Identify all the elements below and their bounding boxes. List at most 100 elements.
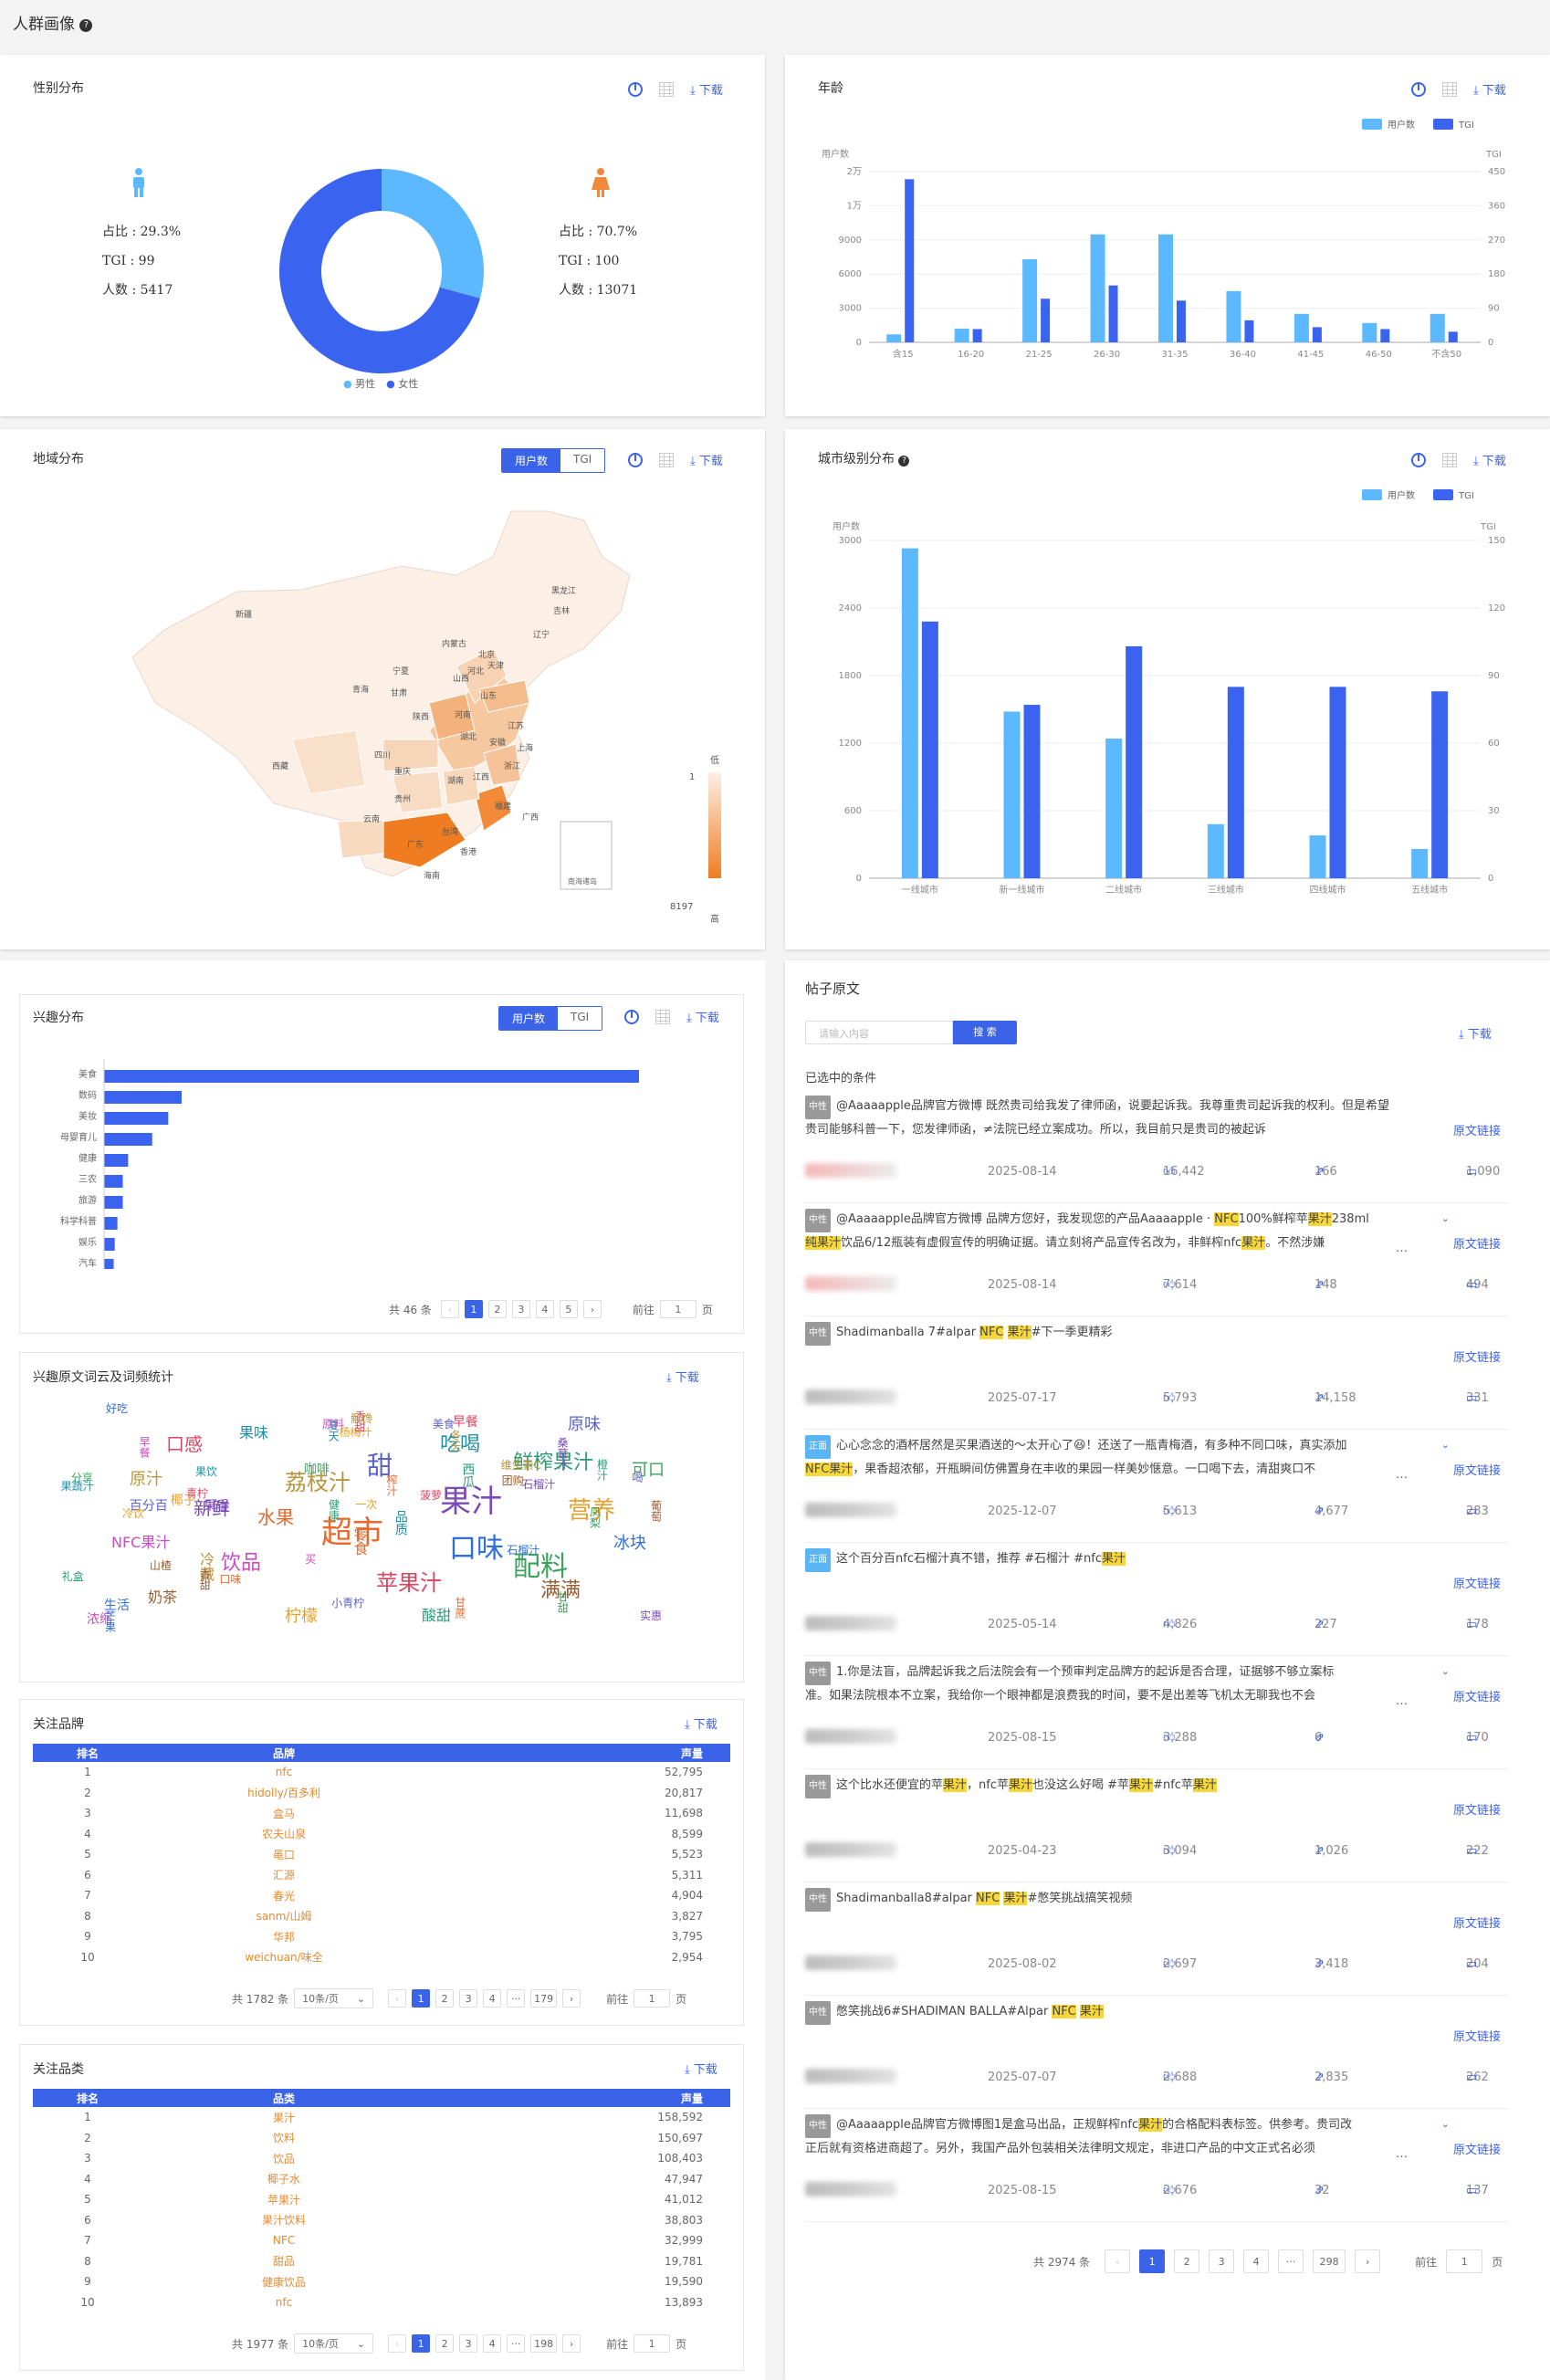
comments-count[interactable]: ▭ 170: [1466, 1731, 1489, 1745]
cloud-word[interactable]: 礼盒: [61, 1570, 84, 1584]
bar-tgi[interactable]: [1312, 327, 1322, 342]
cloud-word[interactable]: 橙汁: [595, 1459, 609, 1482]
table-row[interactable]: 2 hidolly/百多利 20,817: [33, 1783, 730, 1804]
cloud-word[interactable]: 买: [305, 1553, 317, 1567]
page-button[interactable]: 3: [511, 1300, 530, 1318]
cloud-word[interactable]: 新鲜: [194, 1497, 230, 1519]
cloud-word[interactable]: NFC果汁: [111, 1534, 171, 1551]
cloud-word[interactable]: 鲜榨果汁: [513, 1452, 594, 1474]
cloud-word[interactable]: 凤梨: [588, 1505, 602, 1528]
table-view-icon[interactable]: [1442, 452, 1457, 467]
bar-users[interactable]: [1411, 848, 1429, 878]
bar-tgi[interactable]: [1126, 645, 1143, 878]
cloud-word[interactable]: 营养: [568, 1497, 616, 1525]
next-page-button[interactable]: ›: [1355, 2249, 1381, 2273]
help-icon[interactable]: ?: [898, 456, 910, 467]
likes-count[interactable]: 👍︎ 7,614: [1163, 1278, 1198, 1292]
cloud-word[interactable]: 芒果: [103, 1609, 117, 1632]
map-region-jiangxi[interactable]: [442, 766, 480, 806]
cloud-word[interactable]: 实惠: [640, 1609, 663, 1622]
prev-page-button[interactable]: ‹: [388, 1989, 407, 2008]
cloud-word[interactable]: 原料: [322, 1418, 345, 1431]
bar-users[interactable]: [954, 329, 969, 342]
cloud-word[interactable]: 果汁: [440, 1484, 502, 1520]
table-view-icon[interactable]: [659, 452, 674, 467]
table-row[interactable]: 3 盒马 11,698: [33, 1803, 730, 1824]
page-button[interactable]: 4: [1243, 2249, 1270, 2273]
cloud-word[interactable]: 桑葚汁: [556, 1437, 570, 1471]
table-row[interactable]: 7 NFC 32,999: [33, 2230, 730, 2251]
origin-link[interactable]: 原文链接: [1452, 1578, 1501, 1591]
table-row[interactable]: 6 果汁饮料 38,803: [33, 2210, 730, 2231]
help-icon[interactable]: ?: [79, 19, 93, 32]
table-row[interactable]: 10 weichuan/味全 2,954: [33, 1947, 730, 1968]
bar-users[interactable]: [1362, 322, 1377, 342]
cloud-word[interactable]: 好吃: [105, 1402, 128, 1416]
shares-count[interactable]: ⇗ 6: [1314, 1731, 1325, 1745]
cloud-word[interactable]: 生活: [103, 1598, 130, 1613]
download-button[interactable]: ⤓ 下载: [685, 1718, 717, 1732]
cloud-word[interactable]: 喝: [632, 1472, 644, 1485]
pie-chart-icon[interactable]: [624, 1009, 639, 1024]
bar-interest[interactable]: [104, 1196, 123, 1209]
page-button[interactable]: 179: [530, 1989, 558, 2008]
bar-tgi[interactable]: [1448, 331, 1458, 342]
shares-count[interactable]: ⇗ 32: [1314, 2184, 1330, 2197]
cloud-word[interactable]: 解馋: [351, 1412, 373, 1426]
bar-users[interactable]: [1003, 711, 1021, 878]
bar-tgi[interactable]: [1227, 687, 1244, 878]
cloud-word[interactable]: 品质: [393, 1509, 408, 1536]
cloud-word[interactable]: 苹果汁: [376, 1570, 442, 1596]
origin-link[interactable]: 原文链接: [1452, 1464, 1501, 1478]
cloud-word[interactable]: 浓缩: [87, 1611, 113, 1627]
bar-users[interactable]: [901, 548, 918, 878]
cloud-word[interactable]: 柠檬: [285, 1607, 318, 1626]
cloud-word[interactable]: 原汁: [130, 1470, 162, 1489]
legend-male[interactable]: ● 男性: [343, 378, 376, 390]
pie-chart-icon[interactable]: [1411, 81, 1426, 97]
cloud-word[interactable]: 配料: [513, 1551, 568, 1583]
bar-tgi[interactable]: [921, 621, 938, 878]
page-button[interactable]: 198: [530, 2334, 558, 2353]
cloud-word[interactable]: 早餐: [452, 1415, 478, 1431]
table-row[interactable]: 5 苹果汁 41,012: [33, 2189, 730, 2210]
cloud-word[interactable]: 榨汁: [385, 1473, 399, 1496]
comments-count[interactable]: ▭ 1,090: [1466, 1165, 1501, 1179]
cloud-word[interactable]: 果味: [239, 1424, 269, 1442]
page-button[interactable]: 3: [459, 2334, 478, 2353]
bar-tgi[interactable]: [972, 329, 982, 342]
next-page-button[interactable]: ›: [562, 1989, 581, 2008]
cloud-word[interactable]: 石榴汁: [507, 1544, 540, 1557]
bar-users[interactable]: [1158, 234, 1173, 342]
shares-count[interactable]: ⇗ 227: [1314, 1618, 1337, 1631]
goto-page-input[interactable]: 1: [634, 1989, 671, 2008]
bar-interest[interactable]: [104, 1175, 123, 1188]
shares-count[interactable]: ⇗ 1,026: [1314, 1844, 1349, 1858]
likes-count[interactable]: 👍︎ 2,697: [1163, 1957, 1198, 1971]
comments-count[interactable]: ▭ 262: [1466, 2071, 1489, 2084]
page-button[interactable]: 1: [412, 1989, 431, 2008]
likes-count[interactable]: 👍︎ 2,676: [1163, 2184, 1198, 2197]
cloud-word[interactable]: 咖啡: [304, 1463, 330, 1478]
more-pages-button[interactable]: ···: [507, 1989, 526, 2008]
table-view-icon[interactable]: [659, 81, 674, 97]
bar-tgi[interactable]: [1023, 705, 1041, 878]
donut-slice-male[interactable]: [382, 169, 485, 299]
table-row[interactable]: 1 nfc 52,795: [33, 1762, 730, 1783]
cloud-word[interactable]: 奶茶: [148, 1588, 178, 1606]
bar-tgi[interactable]: [1244, 320, 1254, 342]
download-button[interactable]: ⤓ 下载: [1473, 455, 1506, 468]
table-row[interactable]: 8 sanm/山姆 3,827: [33, 1906, 730, 1927]
bar-interest[interactable]: [104, 1217, 118, 1230]
origin-link[interactable]: 原文链接: [1452, 1238, 1501, 1252]
likes-count[interactable]: 👍︎ 3,094: [1163, 1844, 1198, 1858]
page-button[interactable]: 4: [483, 1989, 502, 2008]
download-button[interactable]: ⤓ 下载: [686, 1012, 719, 1025]
cloud-word[interactable]: 冷藏: [197, 1551, 215, 1581]
cloud-word[interactable]: 原味: [568, 1415, 601, 1434]
chevron-down-icon[interactable]: ⌄: [1440, 1439, 1450, 1451]
bar-tgi[interactable]: [1177, 300, 1186, 342]
pie-chart-icon[interactable]: [1411, 452, 1426, 467]
cloud-word[interactable]: 满满: [540, 1579, 581, 1602]
cloud-word[interactable]: 杨梅汁: [339, 1426, 372, 1440]
